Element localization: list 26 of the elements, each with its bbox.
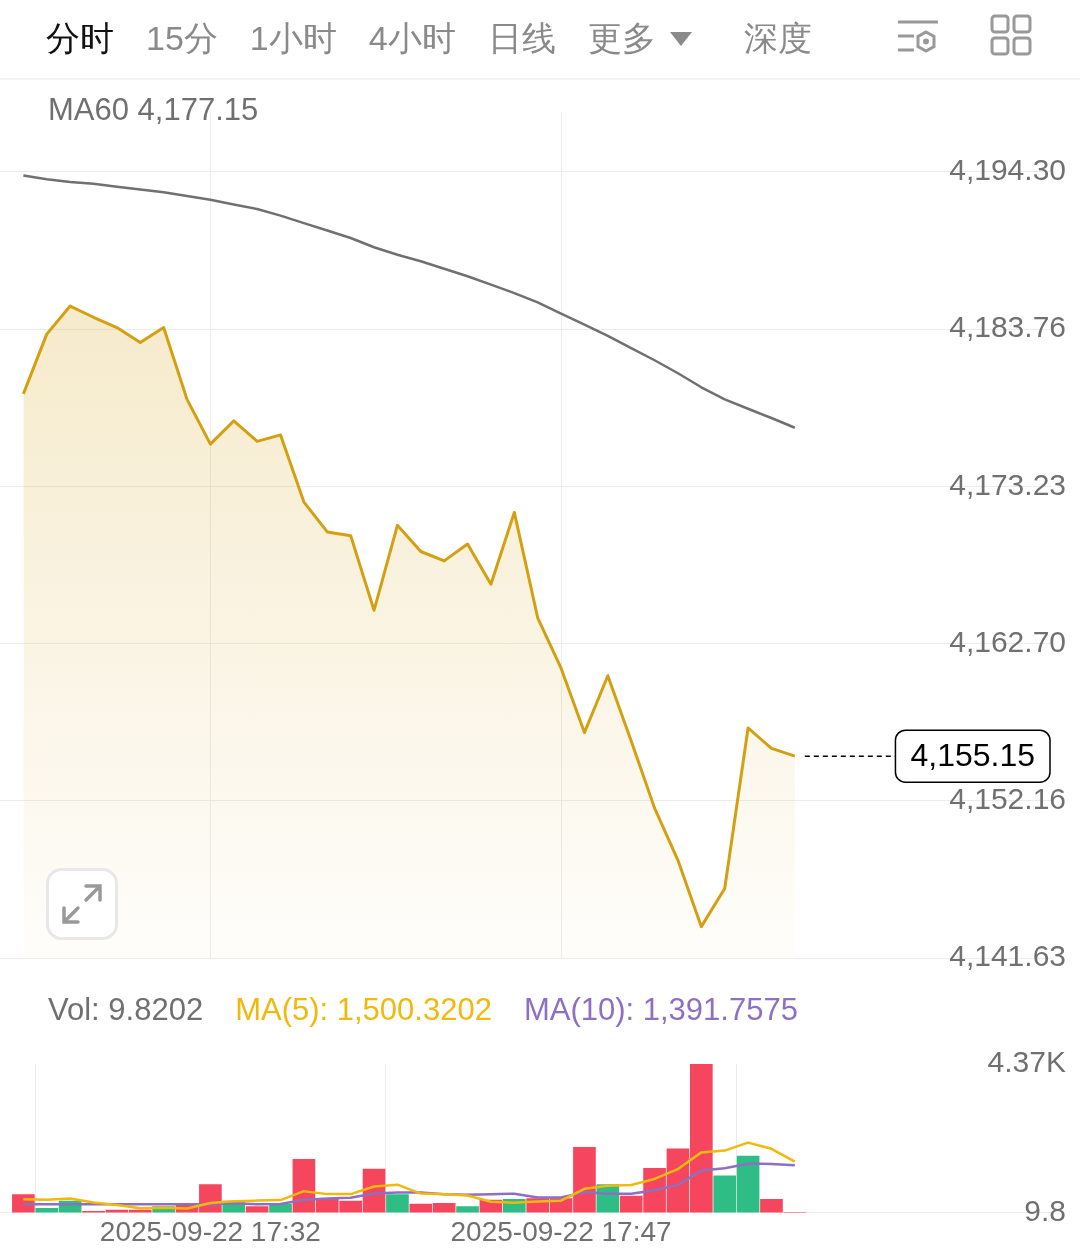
- text: MA(10): 1,391.7575: [523, 992, 798, 1028]
- x-tick-label: 2025-09-22 17:47: [450, 1215, 672, 1247]
- bar: [760, 1199, 783, 1213]
- text: 深度: [743, 18, 812, 59]
- bar: [245, 1206, 269, 1213]
- y-tick-label: 4,162.70: [949, 624, 1066, 658]
- text: Vol: 9.8202: [48, 992, 204, 1028]
- y-tick-label: 4,141.63: [949, 939, 1066, 973]
- y-tick-label: 4,194.30: [949, 152, 1066, 186]
- bar: [386, 1194, 409, 1213]
- text: 日线: [487, 18, 556, 59]
- bar: [456, 1206, 479, 1213]
- text: 15分: [146, 18, 218, 59]
- ref-line-label: 4,155.15: [910, 736, 1035, 773]
- y-tick-label: 9.8: [1024, 1193, 1066, 1227]
- annotation: MA60 4,177.15: [48, 92, 259, 128]
- text: 1小时: [249, 18, 337, 59]
- text: MA(5): 1,500.3202: [235, 992, 492, 1028]
- y-tick-label: 4,183.76: [949, 310, 1066, 344]
- x-tick-label: 2025-09-22 17:32: [99, 1215, 321, 1247]
- text: 4小时: [368, 18, 456, 59]
- text: 更多: [587, 18, 656, 59]
- y-tick-label: 4,152.16: [949, 782, 1066, 816]
- y-tick-label: 4.37K: [987, 1045, 1066, 1079]
- y-tick-label: 4,173.23: [949, 467, 1066, 501]
- text: 分时: [46, 18, 114, 59]
